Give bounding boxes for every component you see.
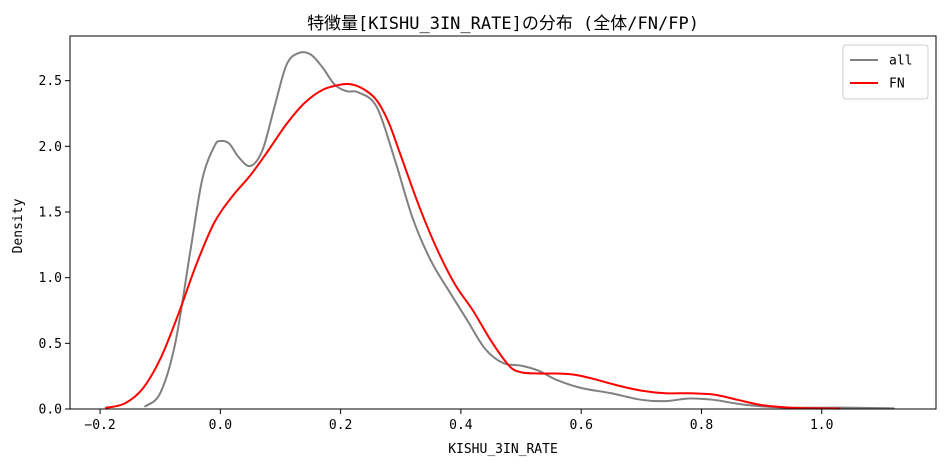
chart-title: 特徴量[KISHU_3IN_RATE]の分布 (全体/FN/FP) — [307, 14, 699, 34]
plot-frame — [69, 35, 937, 410]
x-tick-label: 0.2 — [329, 418, 352, 433]
series-layer — [105, 51, 895, 410]
y-tick-label: 2.0 — [39, 140, 62, 155]
legend: all FN — [842, 44, 929, 100]
axis-ticks: −0.2 0.0 0.2 0.4 0.6 0.8 1.0 0.0 0.5 1.0 1.5 2.0 2.5 — [39, 74, 834, 433]
x-tick-label: 0.4 — [449, 418, 473, 433]
y-tick-label: 2.5 — [39, 74, 62, 89]
y-tick-label: 0.5 — [39, 337, 62, 352]
x-axis-label: KISHU_3IN_RATE — [448, 442, 558, 457]
legend-box — [842, 44, 929, 100]
series-line-all — [144, 51, 895, 410]
y-axis-label: Density — [11, 198, 26, 253]
x-tick-label: −0.2 — [84, 418, 115, 433]
x-tick-label: 0.6 — [569, 418, 592, 433]
series-line-fn — [105, 82, 841, 410]
legend-label-all: all — [889, 54, 912, 69]
y-tick-label: 1.0 — [39, 271, 62, 286]
x-tick-label: 0.0 — [209, 418, 232, 433]
legend-label-fn: FN — [889, 77, 905, 92]
y-tick-label: 1.5 — [39, 205, 62, 220]
x-tick-label: 1.0 — [810, 418, 833, 433]
y-tick-label: 0.0 — [39, 403, 62, 418]
x-tick-label: 0.8 — [690, 418, 713, 433]
